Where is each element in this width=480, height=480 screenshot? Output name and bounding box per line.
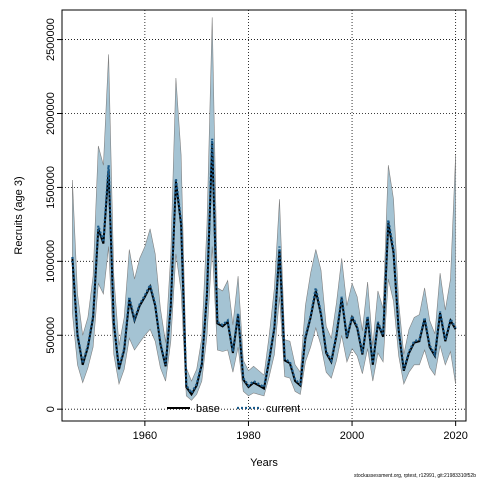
y-tick-label-5: 2500000	[45, 18, 57, 61]
legend-label-current: current	[266, 403, 300, 415]
legend: base current	[167, 403, 300, 415]
y-tick-label-0: 0	[45, 406, 57, 412]
y-tick-label-2: 1000000	[45, 240, 57, 283]
y-tick-label-4: 2000000	[45, 92, 57, 135]
x-tick-label-3: 2020	[443, 430, 467, 442]
confidence-band	[72, 17, 456, 401]
y-tick-label-3: 1500000	[45, 166, 57, 209]
y-tick-label-1: 500000	[45, 317, 57, 354]
legend-label-base: base	[196, 403, 220, 415]
x-tick-label-1: 1980	[236, 430, 260, 442]
y-axis: 0 500000 1000000 1500000 2000000 2500000	[45, 18, 62, 412]
x-tick-label-2: 2000	[340, 430, 364, 442]
plot-frame	[61, 9, 467, 422]
x-tick-label-0: 1960	[133, 430, 157, 442]
y-axis-label: Recruits (age 3)	[13, 176, 25, 254]
x-axis-label: Years	[250, 457, 278, 469]
footnote: stockassessment.org, rptest, r12991, git…	[354, 473, 476, 479]
x-axis: 1960 1980 2000 2020	[133, 421, 468, 442]
